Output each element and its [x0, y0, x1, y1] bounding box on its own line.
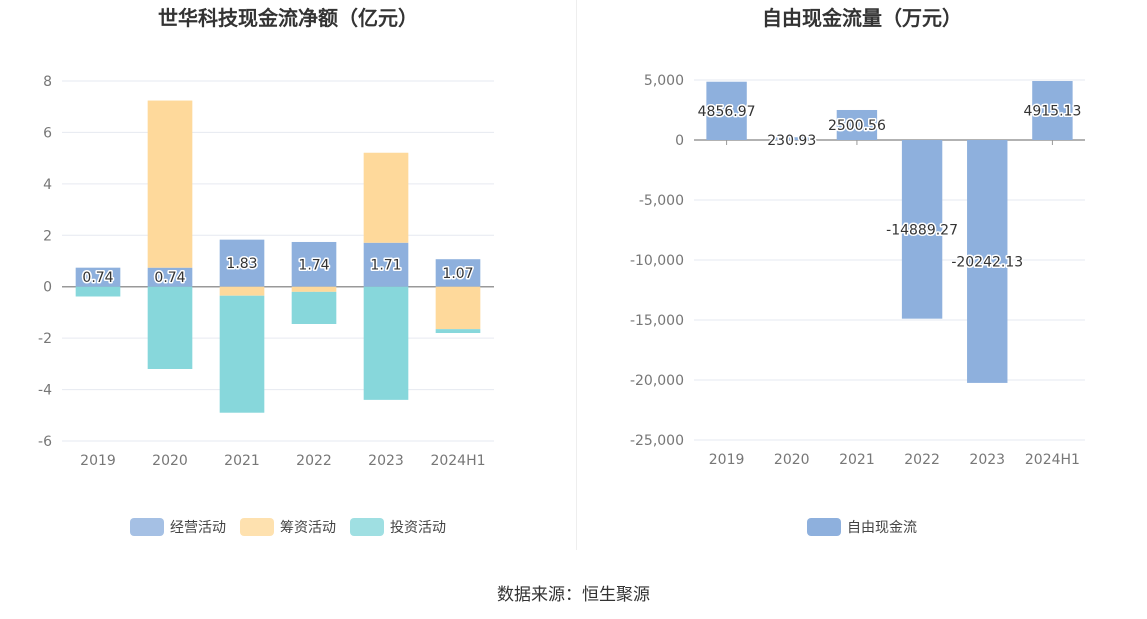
chart0-bar-s2 [363, 286, 409, 400]
chart0-data-label: 1.83 [226, 256, 257, 272]
chart0-y-tick-label: -4 [38, 383, 52, 399]
chart1-bar-s0 [706, 81, 747, 140]
chart0-bar-s2 [219, 295, 265, 413]
chart0-x-tick-label: 2021 [224, 453, 260, 469]
chart1-data-label: -14889.27 [886, 222, 958, 238]
chart1-y-tick-label: -10,000 [630, 253, 684, 269]
chart0-bar-s0 [291, 241, 337, 287]
chart0-bar-s0 [363, 242, 409, 287]
chart0-bar-s2 [75, 286, 121, 297]
legend-swatch [130, 518, 164, 536]
right-chart-panel: 自由现金流量（万元） 5,000 0 -5,000 -10,000 -15,000 -20… [577, 0, 1147, 550]
chart1-y-tick-label: -20,000 [630, 373, 684, 389]
chart1-y-tick-label: -5,000 [639, 193, 684, 209]
chart1-bar-s0 [901, 140, 943, 319]
chart1-x-tick-label: 2022 [904, 452, 940, 468]
chart0-x-tick-label: 2024H1 [430, 453, 485, 469]
chart0-data-label: 1.74 [298, 257, 329, 273]
chart0-x-tick-label: 2023 [368, 453, 404, 469]
legend-item[interactable]: 投资活动 [350, 517, 446, 537]
chart0-bar-s0 [219, 239, 265, 287]
chart0-bar-s0 [147, 267, 193, 287]
chart1-data-label: 4915.13 [1023, 104, 1081, 120]
chart1-y-tick-label: -25,000 [630, 433, 684, 449]
chart1-bar-s0 [836, 109, 878, 140]
chart0-x-tick-label: 2019 [80, 453, 116, 469]
chart1-data-label: 4856.97 [698, 104, 756, 120]
chart0-bar-s0 [435, 259, 481, 287]
chart1-data-label: -20242.13 [951, 254, 1023, 270]
chart0-bar-s1 [147, 100, 193, 268]
chart0-y-tick-label: 4 [43, 177, 52, 193]
panel-divider [576, 0, 577, 550]
right-chart-plot: 5,000 0 -5,000 -10,000 -15,000 -20,000 -25,000… [630, 73, 1085, 468]
legend-label: 自由现金流 [847, 520, 917, 536]
chart0-y-tick-label: 0 [43, 280, 52, 296]
chart0-bar-s1 [219, 286, 265, 296]
legend-item[interactable]: 筹资活动 [240, 517, 336, 537]
chart0-bar-s2 [291, 291, 337, 324]
chart0-bar-s2 [435, 329, 481, 333]
chart0-bar-s0 [75, 267, 121, 287]
chart1-x-tick-label: 2019 [709, 452, 745, 468]
right-chart-title: 自由现金流量（万元） [762, 6, 962, 30]
chart0-bar-s1 [363, 152, 409, 243]
chart0-data-label: 1.71 [370, 258, 401, 274]
chart1-y-tick-label: 0 [675, 133, 684, 149]
chart1-x-tick-label: 2023 [969, 452, 1005, 468]
chart1-data-label: 230.93 [767, 133, 816, 149]
chart1-x-tick-label: 2020 [774, 452, 810, 468]
left-chart-panel: 世华科技现金流净额（亿元） 8 6 4 2 0 -2 -4 -6 2019 2020 2021 202… [0, 0, 576, 550]
legend-swatch [350, 518, 384, 536]
legend-label: 筹资活动 [280, 520, 336, 536]
left-chart-legend: 经营活动 筹资活动 投资活动 [0, 517, 576, 537]
chart1-data-label: 2500.56 [828, 118, 886, 134]
chart1-bar-s0 [1032, 81, 1073, 140]
legend-item[interactable]: 自由现金流 [807, 517, 917, 537]
chart1-y-tick-label: 5,000 [644, 73, 684, 89]
chart0-data-label: 0.74 [82, 270, 113, 286]
chart0-bar-s1 [435, 286, 481, 330]
left-chart-plot: 8 6 4 2 0 -2 -4 -6 2019 2020 2021 2022 2023 2024H1 0.7… [38, 74, 494, 469]
chart0-y-tick-label: 8 [43, 74, 52, 90]
chart0-y-tick-label: 6 [43, 125, 52, 141]
chart0-bar-s1 [291, 286, 337, 292]
chart1-bar-s0 [967, 140, 1008, 383]
chart0-y-tick-label: -6 [38, 434, 52, 450]
chart0-x-tick-label: 2022 [296, 453, 332, 469]
legend-swatch [807, 518, 841, 536]
chart1-x-tick-label: 2024H1 [1025, 452, 1080, 468]
left-chart-title: 世华科技现金流净额（亿元） [158, 6, 418, 30]
legend-label: 经营活动 [170, 520, 226, 536]
chart0-data-label: 0.74 [154, 270, 185, 286]
chart0-x-tick-label: 2020 [152, 453, 188, 469]
chart1-bar-s0 [771, 137, 812, 140]
source-note: 数据来源：恒生聚源 [497, 585, 650, 605]
chart0-data-label: 1.07 [442, 266, 473, 282]
legend-item[interactable]: 经营活动 [130, 517, 226, 537]
chart0-bar-s2 [147, 286, 193, 369]
chart1-x-tick-label: 2021 [839, 452, 875, 468]
right-chart-legend: 自由现金流 [577, 517, 1147, 537]
chart0-y-tick-label: 2 [43, 228, 52, 244]
legend-label: 投资活动 [390, 520, 446, 536]
chart1-y-tick-label: -15,000 [630, 313, 684, 329]
legend-swatch [240, 518, 274, 536]
chart0-y-tick-label: -2 [38, 331, 52, 347]
